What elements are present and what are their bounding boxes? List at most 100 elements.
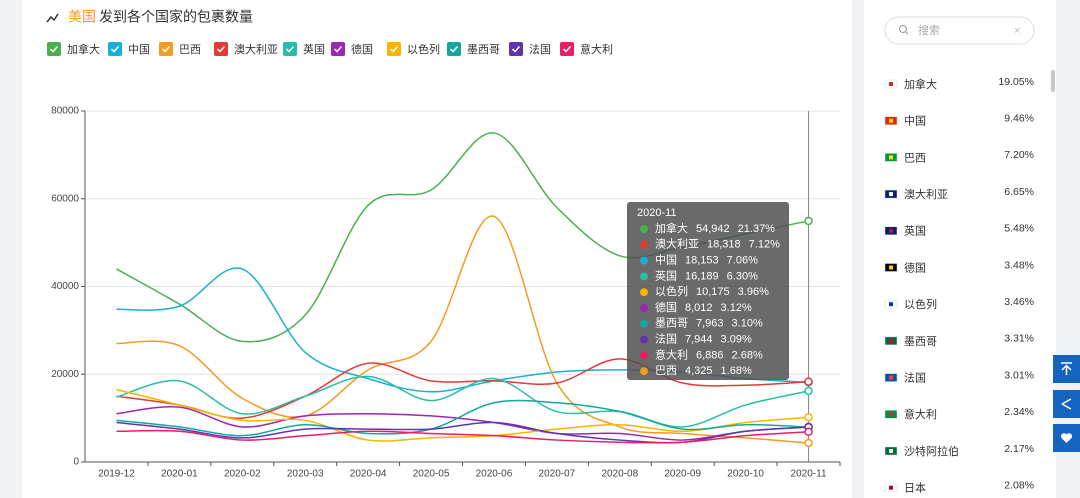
legend-label: 德国 [351,42,373,56]
series-line [116,358,809,419]
country-name[interactable]: 英国 [904,224,926,238]
legend-check [449,45,459,53]
series-line [116,375,809,428]
country-name[interactable]: 墨西哥 [904,335,937,348]
legend-check [110,45,120,53]
tooltip-share: 3.09% [721,334,752,346]
hover-point [804,427,813,437]
legend-checkbox[interactable] [159,42,173,56]
flag [889,118,893,123]
flag [889,265,893,270]
like-icon [1060,433,1073,443]
tooltip-value: 18,318 [707,239,741,251]
country-share: 2.08% [1004,479,1034,491]
legend-check [216,45,226,53]
legend-label: 中国 [128,43,150,56]
country-name[interactable]: 巴西 [904,152,926,164]
x-tick-label: 2020-10 [727,469,764,480]
legend-label: 以色列 [407,42,440,56]
tooltip-value: 7,944 [685,334,713,346]
clear-icon[interactable]: × [1014,25,1020,37]
legend-checkbox[interactable] [283,42,297,56]
y-tick-label: 20000 [51,369,79,380]
legend-checkbox[interactable] [560,42,574,56]
country-name[interactable]: 日本 [904,481,926,495]
country-share: 7.20% [1004,149,1034,161]
tooltip-name: 法国 [655,332,677,346]
tooltip-dot [640,304,648,312]
legend-check [511,45,521,53]
flag [889,375,893,380]
tooltip-share: 7.12% [749,239,780,251]
flag [889,192,893,197]
title-highlight: 美国 [68,9,96,25]
tooltip-value: 7,963 [696,318,724,330]
country-name[interactable]: 法国 [904,371,926,385]
legend-checkbox[interactable] [387,42,401,56]
country-share: 3.48% [1004,259,1034,271]
country-share: 19.05% [998,76,1034,88]
country-name[interactable]: 沙特阿拉伯 [904,444,959,458]
tooltip-name: 意大利 [655,347,688,361]
tooltip-name: 中国 [655,254,677,267]
tooltip-value: 54,942 [696,223,730,235]
share-button[interactable] [1053,390,1080,418]
legend-checkbox[interactable] [509,42,523,56]
tooltip-name: 澳大利亚 [655,237,699,251]
tooltip-share: 6.30% [727,270,758,282]
scrollbar [1051,70,1055,92]
hover-point [804,377,813,386]
country-name[interactable]: 意大利 [904,407,937,421]
legend-checkbox[interactable] [447,42,461,56]
x-tick-label: 2020-11 [791,469,827,480]
legend-checkbox[interactable] [214,42,228,56]
x-tick-label: 2020-08 [601,469,638,480]
series-line [116,399,809,437]
flag [889,302,893,307]
hover-point [804,216,813,226]
country-name[interactable]: 澳大利亚 [904,187,948,201]
tooltip-value: 4,325 [685,365,713,377]
country-name[interactable]: 以色列 [904,297,937,311]
y-tick-label: 0 [73,457,79,468]
tooltip-value: 18,153 [685,255,719,267]
share-icon [1061,398,1072,410]
country-name[interactable]: 德国 [904,260,926,274]
country-share: 9.46% [1004,112,1034,124]
country-name[interactable]: 加拿大 [904,77,937,91]
x-tick-label: 2020-06 [476,469,513,480]
legend-checkbox[interactable] [47,42,61,56]
y-tick-label: 60000 [51,193,79,204]
search-placeholder: 搜索 [918,23,940,37]
tooltip-name: 墨西哥 [655,317,688,330]
tooltip-dot [640,288,648,297]
tooltip-dot [640,272,648,281]
country-share: 2.17% [1004,443,1034,455]
legend-label: 加拿大 [67,42,100,56]
tooltip: 2020-11 加拿大 54,942 21.37% 澳大利亚 18,318 7.12% 中国 1… [627,202,789,380]
tooltip-title: 2020-11 [637,207,677,219]
tooltip-share: 3.96% [738,286,769,298]
flag [889,338,893,343]
legend-check [562,45,572,53]
flag [889,155,893,160]
x-tick-label: 2020-07 [539,469,576,480]
tooltip-name: 以色列 [655,284,688,298]
tooltip-share: 3.10% [732,318,763,330]
legend-checkbox[interactable] [331,42,345,56]
tooltip-share: 3.12% [721,302,752,314]
legend-checkbox[interactable] [108,42,122,56]
series-line [116,406,809,441]
x-tick-label: 2020-02 [224,469,261,480]
legend-label: 巴西 [179,44,201,56]
x-tick-label: 2020-09 [664,469,701,480]
tooltip-box [627,202,789,380]
legend-check [49,45,59,53]
legend-check [161,45,171,53]
tooltip-name: 加拿大 [655,221,688,235]
country-name[interactable]: 中国 [904,115,926,128]
y-tick-label: 80000 [51,106,79,117]
x-tick-label: 2020-05 [413,469,450,480]
search-box[interactable] [884,16,1035,45]
